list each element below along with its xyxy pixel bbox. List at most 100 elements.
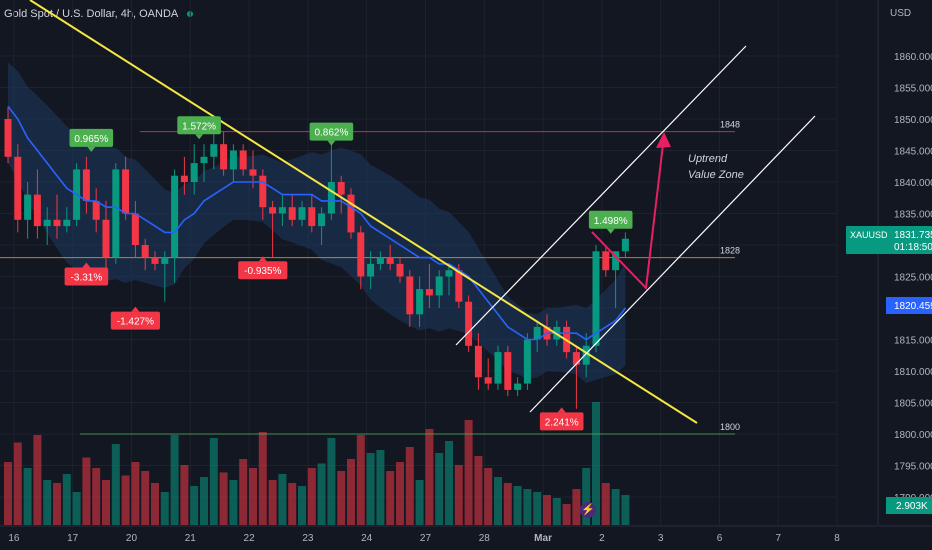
volume-tag-value: 2.903K	[896, 501, 928, 512]
candle-body	[445, 270, 453, 277]
volume-bar	[180, 465, 189, 525]
volume-bar	[543, 495, 551, 525]
pct-label-pointer	[557, 407, 566, 413]
pct-label-up: 0.862%	[309, 122, 354, 146]
pct-label-down: -0.935%	[238, 256, 288, 280]
time-tick: 16	[8, 533, 20, 544]
volume-bar	[278, 474, 287, 525]
volume-bar	[268, 480, 277, 525]
ma-price-tag	[886, 297, 932, 314]
candle-body	[465, 301, 473, 346]
volume-bar	[121, 475, 130, 525]
price-tick: 1795.000	[894, 462, 932, 473]
pct-label-pointer	[87, 146, 96, 152]
volume-bar	[513, 486, 522, 525]
volume-bar	[415, 480, 424, 525]
volume-bar	[33, 435, 42, 525]
pct-label-text: -3.31%	[71, 273, 103, 284]
volume-bar	[592, 402, 600, 525]
candle-body	[357, 232, 365, 277]
volume-bar	[209, 438, 218, 525]
pct-label-down: -1.427%	[110, 306, 160, 330]
candle-body	[376, 257, 384, 264]
volume-bar	[327, 438, 336, 525]
volume-bar	[396, 462, 404, 525]
candle-body	[239, 150, 247, 170]
volume-bar	[611, 489, 620, 525]
channel-lower-line	[529, 115, 816, 413]
price-tick: 1810.000	[894, 367, 932, 378]
time-tick: 2	[599, 533, 605, 544]
volume-bar	[23, 468, 32, 525]
volume-bar	[317, 463, 326, 525]
time-tick: 23	[302, 533, 314, 544]
volume-bar	[494, 477, 502, 525]
pct-label-pointer	[327, 140, 336, 146]
volume-bar	[621, 495, 630, 525]
volume-bar	[62, 474, 71, 525]
pct-label-text: -0.935%	[244, 266, 281, 277]
price-tick: 1860.000	[894, 52, 932, 63]
candle-body	[318, 213, 326, 227]
candle-body	[425, 289, 433, 296]
volume-bar	[601, 483, 610, 525]
volume-bar	[43, 480, 52, 525]
price-tick: 1825.000	[894, 273, 932, 284]
candle-body	[161, 257, 169, 264]
candle-body	[259, 175, 267, 208]
volume-bar	[219, 472, 228, 525]
time-tick: 17	[67, 533, 79, 544]
candle-body	[190, 163, 198, 182]
volume-bar	[160, 492, 169, 525]
candle-body	[82, 169, 90, 201]
volume-bar	[190, 486, 199, 525]
candle-body	[308, 207, 316, 227]
pct-label-down: -3.31%	[64, 262, 109, 286]
volume-bar	[366, 453, 375, 525]
time-tick: 8	[834, 533, 840, 544]
volatility-band	[8, 62, 626, 384]
candle-body	[4, 119, 12, 157]
pct-label-up: 0.965%	[69, 128, 114, 152]
candle-body	[337, 182, 345, 195]
descending-trendline	[29, 0, 698, 424]
volume-bar	[151, 483, 159, 525]
pct-label-box	[238, 261, 288, 280]
candle-body	[484, 377, 492, 384]
volume-bar	[533, 492, 542, 525]
volume-tag	[886, 497, 932, 514]
candle-body	[151, 257, 159, 264]
candle-body	[122, 169, 130, 214]
pct-label-box	[588, 210, 633, 229]
pct-label-up: 1.498%	[588, 210, 633, 234]
price-axis-unit: USD	[890, 8, 911, 19]
candle-body	[612, 251, 620, 271]
candle-body	[180, 175, 188, 182]
volume-bar	[337, 471, 346, 525]
volume-bar	[13, 442, 22, 525]
candle-body	[533, 326, 541, 340]
volume-bar	[307, 468, 316, 525]
volume-bar	[503, 483, 512, 525]
candle-body	[269, 207, 277, 214]
level-label-1800: 1800	[720, 422, 740, 432]
candle-body	[621, 238, 629, 252]
level-label-1848: 1848	[720, 120, 740, 130]
candle-body	[112, 169, 120, 258]
lightning-icon[interactable]: ⚡	[580, 502, 596, 518]
channel-upper-line	[455, 45, 747, 346]
moving-average-line	[7, 105, 627, 341]
candle-body	[406, 276, 414, 315]
volume-bar	[445, 441, 453, 525]
volume-bar	[464, 420, 473, 525]
time-tick: 7	[775, 533, 781, 544]
pct-label-box	[539, 412, 584, 431]
pct-label-pointer	[606, 228, 615, 234]
candle-body	[229, 150, 237, 170]
volume-bar	[141, 471, 150, 525]
volume-bar	[288, 483, 297, 525]
time-tick: 22	[244, 533, 256, 544]
candle-body	[131, 213, 139, 245]
volume-bar	[229, 480, 238, 525]
